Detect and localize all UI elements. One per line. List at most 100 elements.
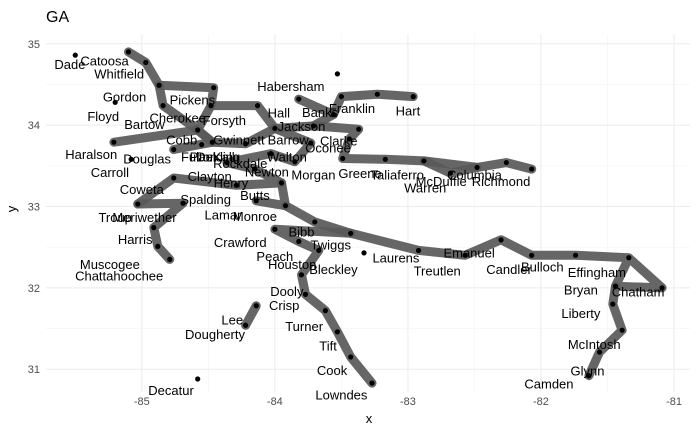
county-label: Turner — [285, 319, 323, 334]
county-label: McIntosh — [568, 337, 621, 352]
county-point — [474, 164, 480, 171]
county-point — [156, 82, 162, 88]
county-label: Lee — [221, 312, 243, 327]
county-point — [503, 159, 509, 166]
county-point — [338, 94, 344, 100]
county-point — [348, 230, 354, 236]
county-point — [180, 200, 186, 206]
route-line — [241, 301, 261, 330]
county-label: Banks — [302, 105, 339, 120]
county-point — [415, 247, 422, 254]
county-point — [596, 349, 603, 355]
county-point — [659, 285, 665, 291]
county-label: Franklin — [329, 101, 375, 116]
county-point — [128, 156, 134, 162]
county-label: Oconee — [305, 141, 351, 156]
county-label: Douglas — [123, 151, 171, 166]
county-label: Tift — [319, 338, 337, 353]
county-label: Gwinnett — [213, 133, 265, 148]
county-point — [282, 203, 289, 209]
county-label: Walton — [267, 150, 307, 165]
county-point — [72, 52, 78, 58]
county-label: Lamar — [205, 207, 243, 222]
county-point — [233, 182, 239, 188]
county-point — [361, 250, 367, 256]
county-label: Taliaferro — [371, 168, 424, 183]
county-point — [322, 308, 329, 314]
county-label: Pickens — [170, 93, 216, 108]
county-label: Peach — [256, 249, 293, 264]
county-point — [253, 198, 259, 204]
county-label: Barrow — [268, 133, 310, 148]
county-point — [252, 166, 258, 172]
x-axis-ticks: -85 -84 -83 -82 -81 — [134, 396, 682, 408]
county-label: Bryan — [564, 282, 598, 297]
county-point — [356, 126, 362, 132]
county-label: Paulding — [190, 150, 241, 165]
county-point — [330, 111, 337, 118]
county-point — [310, 123, 317, 129]
county-point — [296, 96, 302, 102]
county-label: Clarke — [320, 133, 358, 148]
county-point — [278, 180, 285, 186]
county-label: Fulton — [181, 150, 217, 165]
y-tick-label: 34 — [28, 120, 40, 132]
county-point — [334, 329, 340, 335]
county-label: Habersham — [257, 79, 324, 94]
county-label: Candler — [486, 262, 532, 277]
county-label: Cobb — [166, 133, 197, 148]
county-point — [268, 151, 274, 157]
county-point — [447, 170, 454, 176]
county-label: Spalding — [180, 192, 231, 207]
county-label: Muscogee — [80, 257, 140, 272]
county-label: Newton — [245, 164, 289, 179]
county-point — [529, 252, 535, 258]
county-point — [421, 158, 427, 164]
county-label: Laurens — [372, 251, 419, 266]
x-tick-label: -84 — [267, 396, 283, 408]
county-point — [242, 141, 249, 147]
county-label: Warren — [404, 181, 446, 196]
county-label: Floyd — [87, 109, 119, 124]
x-tick-label: -85 — [134, 396, 150, 408]
route-line — [206, 94, 338, 133]
county-label: Clayton — [188, 169, 232, 184]
county-point — [112, 99, 118, 105]
route-line — [328, 89, 418, 119]
county-label: Treutlen — [414, 264, 461, 279]
county-point — [211, 85, 217, 91]
county-point — [195, 376, 201, 382]
county-point — [308, 140, 314, 146]
y-tick-label: 32 — [28, 283, 40, 295]
y-tick-label: 33 — [28, 201, 40, 213]
county-point — [612, 283, 619, 289]
county-label: Dougherty — [185, 327, 245, 342]
county-point — [292, 159, 298, 165]
county-label: Gordon — [103, 89, 146, 104]
county-point — [151, 225, 157, 231]
county-point — [369, 380, 375, 386]
county-point — [626, 255, 632, 261]
county-label: Emanuel — [443, 246, 494, 261]
county-label: Dade — [54, 57, 85, 72]
county-label: Rockdale — [213, 156, 267, 171]
county-point — [316, 247, 322, 254]
county-label: Bleckley — [309, 262, 358, 277]
county-point — [312, 219, 318, 225]
county-label: Henry — [214, 176, 249, 191]
county-label: Decatur — [148, 383, 194, 398]
county-label: Effingham — [568, 265, 626, 280]
chart-title: GA — [46, 9, 69, 26]
county-label: Meriwether — [112, 210, 177, 225]
county-label: Bartow — [124, 117, 165, 132]
county-point — [171, 146, 177, 153]
county-label: Hall — [268, 106, 291, 121]
county-label: Liberty — [561, 306, 601, 321]
county-label: Crawford — [214, 235, 267, 250]
county-point — [209, 139, 215, 145]
county-point — [410, 94, 416, 100]
county-point — [610, 301, 616, 307]
x-tick-label: -82 — [533, 396, 549, 408]
